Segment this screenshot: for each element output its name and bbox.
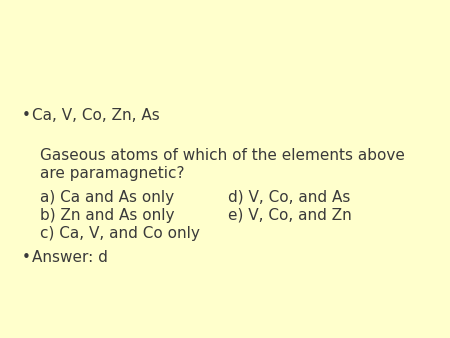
Text: •: • [22, 250, 31, 265]
Text: are paramagnetic?: are paramagnetic? [40, 166, 184, 181]
Text: d) V, Co, and As: d) V, Co, and As [228, 190, 351, 205]
Text: Gaseous atoms of which of the elements above: Gaseous atoms of which of the elements a… [40, 148, 405, 163]
Text: •: • [22, 108, 31, 123]
Text: b) Zn and As only: b) Zn and As only [40, 208, 175, 223]
Text: c) Ca, V, and Co only: c) Ca, V, and Co only [40, 226, 200, 241]
Text: Ca, V, Co, Zn, As: Ca, V, Co, Zn, As [32, 108, 160, 123]
Text: Answer: d: Answer: d [32, 250, 108, 265]
Text: a) Ca and As only: a) Ca and As only [40, 190, 174, 205]
Text: e) V, Co, and Zn: e) V, Co, and Zn [228, 208, 352, 223]
